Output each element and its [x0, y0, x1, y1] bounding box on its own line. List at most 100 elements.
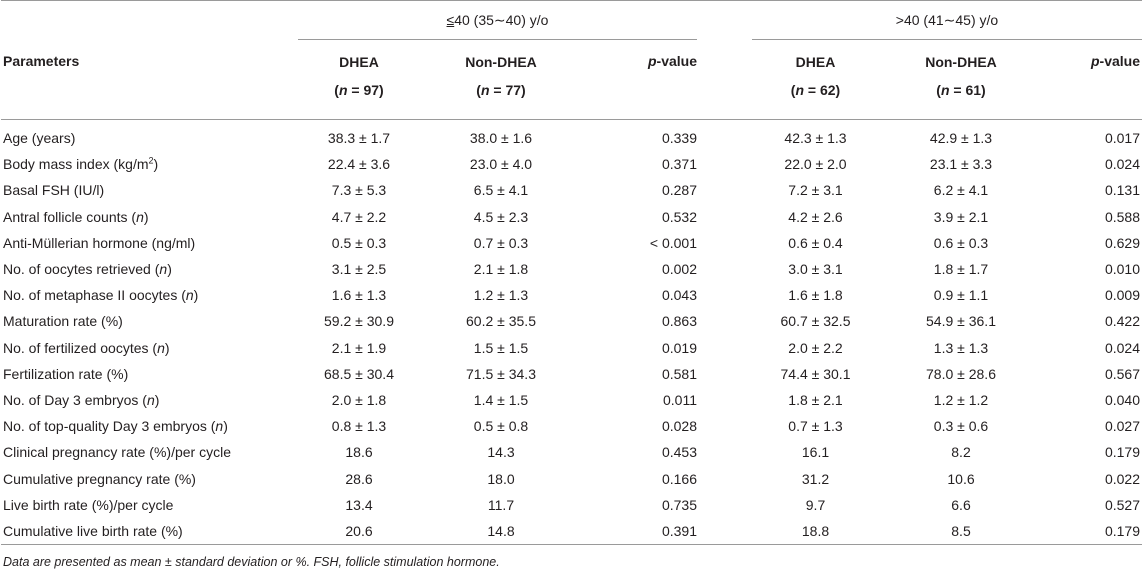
table-cell: 22.0 ± 2.0: [784, 156, 847, 173]
table-cell: 0.588: [1104, 208, 1140, 225]
table-cell: 0.024: [1104, 339, 1140, 356]
table-cell: 0.027: [1104, 418, 1140, 435]
col-pvalue-gt40: p-value: [1043, 39, 1142, 120]
table-cell: 0.043: [661, 287, 697, 304]
col-nondhea-gt40: Non-DHEA (n = 61): [879, 39, 1043, 120]
table-cell: 0.371: [661, 156, 697, 173]
table-cell: 0.028: [661, 418, 697, 435]
row-label: Age (years): [3, 130, 76, 147]
table-cell: 0.010: [1104, 261, 1140, 278]
table-cell: 0.453: [661, 444, 697, 461]
table-row: Basal FSH (IU/l) 7.3 ± 5.3 6.5 ± 4.1 0.287 7…: [1, 177, 1142, 203]
table-cell: 0.002: [661, 261, 697, 278]
col-dhea-le40: DHEA (n = 97): [298, 39, 420, 120]
table-cell: 0.040: [1104, 391, 1140, 408]
row-label: Live birth rate (%)/per cycle: [3, 496, 174, 513]
parameters-header: Parameters: [1, 39, 298, 120]
table-row: Fertilization rate (%) 68.5 ± 30.4 71.5 ± …: [1, 361, 1142, 387]
table-cell: 2.1 ± 1.9: [331, 339, 387, 356]
table-cell: 60.2 ± 35.5: [466, 313, 536, 330]
table-cell: 0.131: [1104, 182, 1140, 199]
row-label: Cumulative pregnancy rate (%): [3, 470, 196, 487]
col-pvalue-le40: p-value: [582, 39, 697, 120]
table-cell: 4.7 ± 2.2: [331, 208, 387, 225]
table-row: Live birth rate (%)/per cycle 13.4 11.7 0.7…: [1, 492, 1142, 518]
table-cell: 0.391: [661, 522, 697, 539]
table-cell: 0.017: [1104, 130, 1140, 147]
table-cell: 1.2 ± 1.3: [473, 287, 529, 304]
table-row: Age (years) 38.3 ± 1.7 38.0 ± 1.6 0.339 42.3…: [1, 120, 1142, 152]
table-cell: 7.3 ± 5.3: [331, 182, 387, 199]
table-cell: 18.6: [345, 444, 373, 461]
row-label: Cumulative live birth rate (%): [3, 522, 183, 539]
table-cell: 3.0 ± 3.1: [788, 261, 843, 278]
table-cell: 0.7 ± 0.3: [473, 234, 529, 251]
group-gt40: >40 (41∼45) y/o: [752, 1, 1142, 40]
table-cell: 71.5 ± 34.3: [466, 365, 536, 382]
table-cell: 8.2: [951, 444, 971, 461]
table-cell: 74.4 ± 30.1: [780, 365, 851, 382]
col-dhea-gt40: DHEA (n = 62): [752, 39, 879, 120]
row-label: No. of Day 3 embryos (n): [3, 391, 160, 408]
table-cell: 9.7: [805, 496, 826, 513]
table-cell: 22.4 ± 3.6: [327, 156, 391, 173]
table-cell: 68.5 ± 30.4: [324, 365, 394, 382]
table-row: No. of metaphase II oocytes (n) 1.6 ± 1.3…: [1, 282, 1142, 308]
row-label: No. of oocytes retrieved (n): [3, 261, 172, 278]
table-cell: 1.8 ± 1.7: [933, 261, 989, 278]
group-header-row: ≤40 (35∼40) y/o >40 (41∼45) y/o: [1, 1, 1142, 40]
table-cell: 0.022: [1104, 470, 1140, 487]
table-row: No. of oocytes retrieved (n) 3.1 ± 2.5 2.1…: [1, 256, 1142, 282]
table-cell: 4.2 ± 2.6: [788, 208, 843, 225]
table-cell: 0.287: [661, 182, 697, 199]
row-label: No. of metaphase II oocytes (n): [3, 287, 199, 304]
table-cell: 14.8: [487, 522, 515, 539]
table-cell: 16.1: [801, 444, 830, 461]
group-le40: ≤40 (35∼40) y/o: [298, 1, 697, 40]
table-cell: 59.2 ± 30.9: [324, 313, 394, 330]
row-label: Body mass index (kg/m2): [3, 155, 159, 173]
row-label: Basal FSH (IU/l): [3, 182, 105, 199]
table-cell: 8.5: [951, 522, 971, 539]
table-cell: 1.3 ± 1.3: [933, 339, 989, 356]
table-cell: 6.2 ± 4.1: [933, 182, 989, 199]
table-cell: 0.5 ± 0.3: [331, 234, 387, 251]
table-cell: 0.9 ± 1.1: [933, 287, 989, 304]
table-cell: 0.5 ± 0.8: [473, 418, 529, 435]
row-label: No. of fertilized oocytes (n): [3, 339, 170, 356]
table-row: Cumulative pregnancy rate (%) 28.6 18.0 0.1…: [1, 465, 1142, 491]
table-row: No. of fertilized oocytes (n) 2.1 ± 1.9 1.…: [1, 335, 1142, 361]
table-cell: 1.8 ± 2.1: [788, 391, 843, 408]
table-cell: 42.3 ± 1.3: [784, 130, 847, 147]
table-cell: 13.4: [345, 496, 373, 513]
table-cell: 0.735: [661, 496, 697, 513]
table-cell: 2.0 ± 2.2: [788, 339, 843, 356]
col-nondhea-le40: Non-DHEA (n = 77): [420, 39, 582, 120]
table-cell: 2.0 ± 1.8: [331, 391, 387, 408]
table-cell: 54.9 ± 36.1: [926, 313, 996, 330]
table-cell: 0.7 ± 1.3: [788, 418, 843, 435]
table-cell: 0.009: [1104, 287, 1140, 304]
table-row: No. of top-quality Day 3 embryos (n) 0.8 …: [1, 413, 1142, 439]
table-cell: 0.339: [661, 130, 697, 147]
row-label: Maturation rate (%): [3, 313, 123, 330]
table-cell: 0.011: [663, 391, 697, 408]
footnote: Data are presented as mean ± standard de…: [3, 555, 500, 569]
table-cell: 11.7: [487, 496, 515, 513]
table-cell: 0.527: [1104, 496, 1140, 513]
table-cell: 18.8: [801, 522, 830, 539]
table-cell: 3.9 ± 2.1: [933, 208, 989, 225]
table-row: Maturation rate (%) 59.2 ± 30.9 60.2 ± 35.…: [1, 308, 1142, 334]
table-cell: 0.6 ± 0.4: [788, 234, 843, 251]
table-row: Cumulative live birth rate (%) 20.6 14.8 0.…: [1, 518, 1142, 545]
table-cell: 1.6 ± 1.8: [788, 287, 843, 304]
table-cell: 0.629: [1104, 234, 1140, 251]
table-cell: 60.7 ± 32.5: [780, 313, 851, 330]
row-label: Anti-Müllerian hormone (ng/ml): [3, 234, 196, 251]
table-row: Clinical pregnancy rate (%)/per cycle 18.…: [1, 439, 1142, 465]
table-cell: 7.2 ± 3.1: [788, 182, 843, 199]
table-cell: 10.6: [947, 470, 975, 487]
row-label: Fertilization rate (%): [3, 365, 129, 382]
row-label: Antral follicle counts (n): [3, 208, 149, 225]
